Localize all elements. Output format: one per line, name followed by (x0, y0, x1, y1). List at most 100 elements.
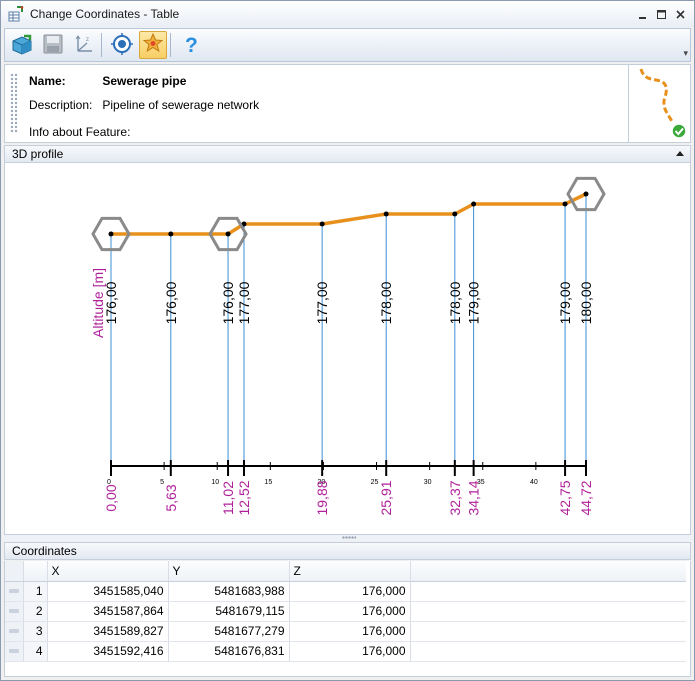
distance-label: 5,63 (163, 484, 179, 511)
name-row: Name: Sewerage pipe (29, 74, 186, 88)
cell-x[interactable]: 3451589,827 (47, 621, 169, 642)
row-number: 4 (23, 641, 48, 662)
profile-chart-area: 0 5 10 15 20 25 30 35 40 176,00 176,00 176,00 177,00… (4, 163, 691, 535)
description-value: Pipeline of sewerage network (102, 98, 260, 112)
row-selector[interactable] (5, 621, 24, 642)
title-bar[interactable]: Change Coordinates - Table (1, 1, 694, 27)
cell-x[interactable]: 3451585,040 (47, 581, 169, 602)
altitude-label: 176,00 (220, 281, 236, 324)
cell-y[interactable]: 5481677,279 (168, 621, 290, 642)
target-button[interactable] (108, 31, 136, 59)
filler-cell (410, 601, 686, 622)
open-icon (10, 33, 34, 58)
profile-panel-header[interactable]: 3D profile (4, 145, 691, 163)
distance-label: 44,72 (578, 480, 594, 515)
distance-label: 42,75 (557, 480, 573, 515)
row-selector[interactable] (5, 601, 24, 622)
profile-line (111, 192, 587, 236)
column-header-x[interactable]: X (47, 561, 169, 582)
cell-z[interactable]: 176,000 (289, 641, 411, 662)
altitude-axis-title: Altitude [m] (90, 268, 106, 338)
grip-handle-icon[interactable] (10, 73, 18, 133)
row-number: 1 (23, 581, 48, 602)
altitude-label: 177,00 (236, 281, 252, 324)
help-button[interactable]: ? (177, 31, 205, 59)
altitude-label: 180,00 (578, 281, 594, 324)
info-row: Info about Feature: (29, 125, 134, 139)
coordinates-table: X Y Z 1 3451585,040 5481683,988 176,000 (4, 561, 691, 677)
corner-cell[interactable] (5, 561, 24, 582)
distance-label: 25,91 (378, 480, 394, 515)
open-button[interactable] (8, 31, 36, 59)
minimize-icon[interactable] (637, 9, 648, 20)
cell-y[interactable]: 5481683,988 (168, 581, 290, 602)
maximize-icon[interactable] (656, 9, 667, 20)
table-row[interactable]: 2 3451587,864 5481679,115 176,000 (5, 601, 686, 622)
axes-button[interactable]: z (70, 31, 98, 59)
description-row: Description: Pipeline of sewerage networ… (29, 98, 259, 112)
row-selector[interactable] (5, 581, 24, 602)
vertex-point (225, 231, 231, 237)
distance-label: 34,14 (466, 480, 482, 515)
collapse-arrow-icon[interactable] (676, 151, 684, 156)
vertex-point (562, 201, 568, 207)
altitude-label: 178,00 (447, 281, 463, 324)
axis-tick-label: 15 (264, 479, 272, 486)
cell-z[interactable]: 176,000 (289, 601, 411, 622)
row-selector[interactable] (5, 641, 24, 662)
altitude-label: 176,00 (163, 281, 179, 324)
splitter-grip-icon (342, 536, 356, 539)
cell-x[interactable]: 3451592,416 (47, 641, 169, 662)
axis-tick-label: 35 (477, 479, 485, 486)
axes-icon: z (73, 33, 95, 58)
table-app-icon (8, 6, 24, 22)
cell-y[interactable]: 5481676,831 (168, 641, 290, 662)
vertex-point (108, 231, 114, 237)
distance-label: 19,88 (314, 480, 330, 515)
vertex-point (471, 201, 477, 207)
filler-cell (410, 641, 686, 662)
table-row[interactable]: 3 3451589,827 5481677,279 176,000 (5, 621, 686, 642)
panel-splitter[interactable] (4, 535, 691, 541)
save-button[interactable] (39, 31, 67, 59)
vertex-point (383, 211, 389, 217)
vertex-point (452, 211, 458, 217)
description-label: Description: (29, 98, 93, 112)
axis-tick-label: 30 (424, 479, 432, 486)
vertex-point (583, 191, 589, 197)
altitude-label: 176,00 (103, 281, 119, 324)
altitude-label: 178,00 (378, 281, 394, 324)
cell-x[interactable]: 3451587,864 (47, 601, 169, 622)
axis-tick-label: 0 (107, 479, 111, 486)
table-row[interactable]: 4 3451592,416 5481676,831 176,000 (5, 641, 686, 662)
close-icon[interactable] (675, 9, 686, 20)
altitude-label: 179,00 (557, 281, 573, 324)
target-icon (111, 32, 133, 58)
save-icon (42, 33, 64, 58)
coordinates-panel-title: Coordinates (12, 544, 77, 558)
toolbar-overflow-icon[interactable]: ▾ (683, 48, 688, 58)
axis-tick-label: 25 (371, 479, 379, 486)
profile-panel-title: 3D profile (12, 147, 64, 161)
cell-y[interactable]: 5481679,115 (168, 601, 290, 622)
column-header-y[interactable]: Y (168, 561, 290, 582)
svg-text:z: z (86, 37, 89, 43)
cell-z[interactable]: 176,000 (289, 621, 411, 642)
table-row[interactable]: 1 3451585,040 5481683,988 176,000 (5, 581, 686, 602)
valid-check-icon (671, 123, 687, 139)
toolbar: z (4, 28, 691, 62)
altitude-label: 179,00 (466, 281, 482, 324)
snap-star-button[interactable] (139, 31, 167, 59)
table-header-row: X Y Z (5, 561, 686, 582)
column-header-z[interactable]: Z (289, 561, 411, 582)
altitude-label: 177,00 (314, 281, 330, 324)
coordinates-panel-header[interactable]: Coordinates (4, 542, 691, 560)
row-number: 3 (23, 621, 48, 642)
filler-header (410, 561, 686, 582)
distance-label: 0,00 (103, 484, 119, 511)
axis-tick-label: 10 (211, 479, 219, 486)
toolbar-separator (101, 33, 102, 57)
cell-z[interactable]: 176,000 (289, 581, 411, 602)
